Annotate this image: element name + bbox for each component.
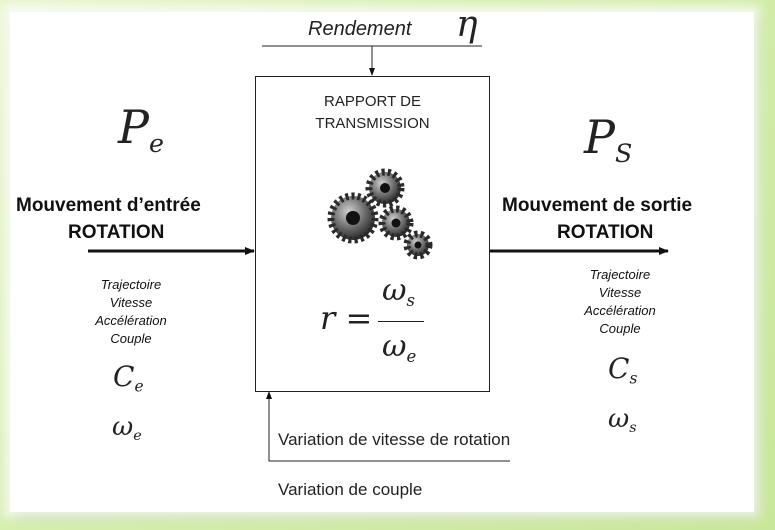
box-title-line1: RAPPORT DE (324, 93, 421, 110)
fraction-bar (378, 321, 424, 322)
denominator-omega: ω (382, 329, 407, 364)
efficiency-symbol: η (456, 4, 478, 45)
input-prop-trajectory: Trajectoire (100, 277, 162, 292)
speed-variation-label: Variation de vitesse de rotation (278, 430, 511, 449)
input-prop-torque: Couple (110, 331, 152, 346)
box-title-line2: TRANSMISSION (315, 115, 430, 132)
torque-variation-label: Variation de couple (278, 480, 423, 499)
input-torque-base: C (113, 360, 135, 393)
output-torque-base: C (608, 352, 630, 385)
input-power: Pe (118, 100, 164, 158)
input-power-sub: e (148, 128, 164, 158)
input-properties: Trajectoire Vitesse Accélération Couple (66, 276, 196, 348)
output-torque: Cs (608, 352, 637, 387)
output-motion-line2: ROTATION (557, 222, 654, 243)
output-motion-line1: Mouvement de sortie (502, 195, 693, 216)
input-prop-acceleration: Accélération (95, 313, 167, 328)
input-speed-sub: e (133, 428, 142, 444)
output-speed-base: ω (608, 404, 630, 434)
output-power-base: P (584, 110, 615, 164)
numerator-sub: s (406, 290, 415, 310)
input-speed: ωe (112, 412, 142, 444)
denominator-sub: e (406, 346, 417, 366)
numerator-omega: ω (382, 273, 407, 308)
output-properties: Trajectoire Vitesse Accélération Couple (555, 266, 685, 338)
ratio-lhs: r = (320, 299, 373, 337)
output-prop-trajectory: Trajectoire (589, 267, 651, 282)
output-torque-sub: s (629, 369, 638, 388)
input-torque: Ce (113, 360, 144, 395)
output-power: PS (584, 110, 632, 168)
ratio-denominator: ωe (382, 329, 416, 366)
output-speed: ωs (608, 404, 637, 436)
efficiency-label: Rendement (308, 18, 412, 40)
input-speed-base: ω (112, 412, 134, 442)
input-power-base: P (118, 100, 149, 154)
output-power-sub: S (614, 138, 633, 168)
output-prop-speed: Vitesse (598, 285, 642, 300)
input-torque-sub: e (134, 377, 144, 396)
input-motion-line1: Mouvement d’entrée (16, 195, 201, 216)
ratio-numerator: ωs (382, 273, 415, 310)
output-prop-torque: Couple (599, 321, 641, 336)
output-prop-acceleration: Accélération (584, 303, 656, 318)
input-motion-line2: ROTATION (68, 222, 165, 243)
gears-icon (327, 168, 433, 260)
transmission-box: RAPPORT DE TRANSMISSION r = ωs ωe (255, 76, 490, 392)
input-prop-speed: Vitesse (109, 295, 153, 310)
output-speed-sub: s (629, 420, 637, 436)
variation-line (266, 391, 510, 462)
